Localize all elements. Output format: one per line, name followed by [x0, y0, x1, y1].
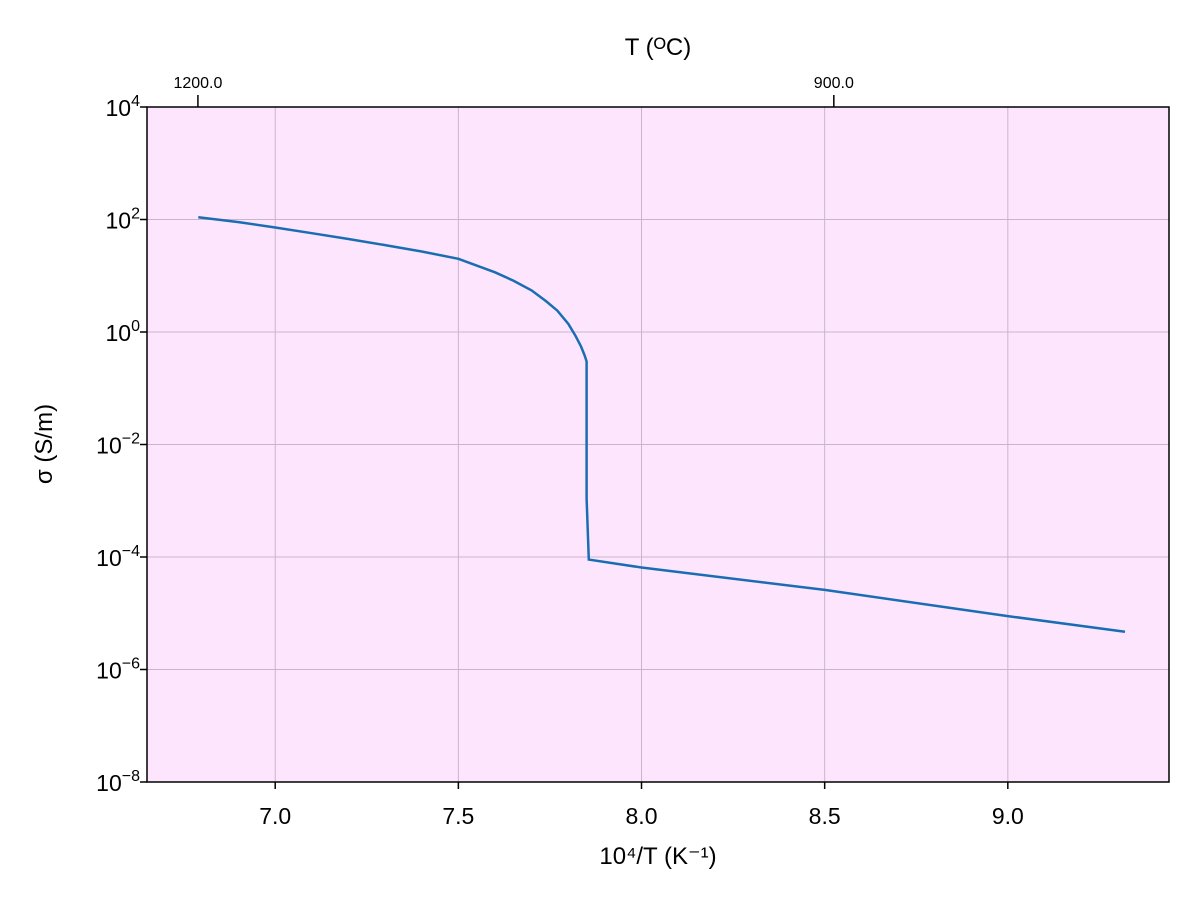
y-tick-base: 10	[106, 208, 132, 234]
y-tick-label: 102	[106, 206, 141, 234]
y-tick-exponent: −4	[122, 543, 140, 560]
top-tick-label: 1200.0	[173, 75, 222, 92]
y-tick-base: 10	[96, 770, 122, 796]
y-tick-label: 10−2	[96, 431, 140, 459]
y-tick-base: 10	[106, 320, 132, 346]
x-tick-label: 8.5	[809, 803, 841, 829]
x-tick-label: 8.0	[626, 803, 658, 829]
x-tick-label: 7.5	[442, 803, 474, 829]
y-axis-label: σ (S/m)	[31, 404, 58, 484]
y-tick-base: 10	[96, 658, 122, 684]
y-tick-exponent: 2	[131, 206, 140, 223]
top-tick-label: 900.0	[814, 75, 854, 92]
y-tick-base: 10	[106, 95, 132, 121]
y-tick-label: 10−4	[96, 543, 140, 571]
y-tick-label: 104	[106, 93, 141, 121]
y-tick-exponent: −2	[122, 431, 140, 448]
x-axis-label: 10⁴/T (K⁻¹)	[599, 843, 716, 870]
y-tick-exponent: 4	[131, 93, 140, 110]
x-axis-ticks: 7.0 7.5 8.0 8.5 9.0	[259, 782, 1024, 829]
y-tick-label: 10−8	[96, 768, 140, 796]
top-axis-ticks: 1200.0 900.0	[173, 75, 854, 107]
y-tick-label: 10−6	[96, 656, 140, 684]
grid-lines	[147, 106, 1169, 783]
y-tick-exponent: 0	[131, 318, 140, 335]
y-tick-base: 10	[96, 545, 122, 571]
y-tick-exponent: −6	[122, 656, 140, 673]
series-line	[198, 215, 1126, 633]
x-tick-label: 9.0	[992, 803, 1024, 829]
y-tick-base: 10	[96, 433, 122, 459]
top-axis-label: T (ᴼC)	[625, 34, 692, 61]
x-tick-label: 7.0	[259, 803, 291, 829]
y-tick-exponent: −8	[122, 768, 140, 785]
y-tick-label: 100	[106, 318, 141, 346]
